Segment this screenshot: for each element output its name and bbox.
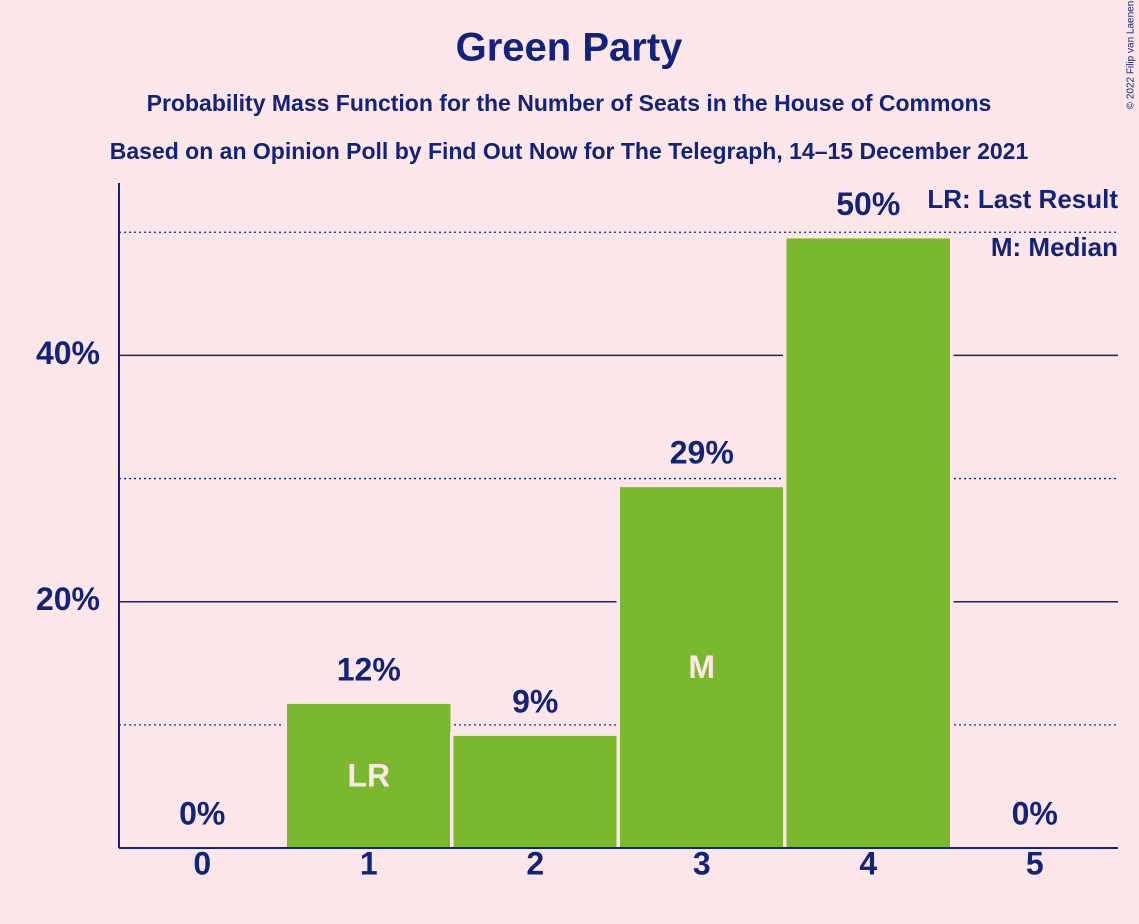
- chart-subtitle: Probability Mass Function for the Number…: [147, 90, 992, 116]
- y-tick-label: 20%: [36, 581, 100, 617]
- value-label: 9%: [512, 683, 558, 719]
- x-tick-label: 0: [193, 845, 211, 881]
- x-tick-label: 4: [859, 845, 877, 881]
- bar-marker: LR: [347, 757, 390, 793]
- value-label: 0%: [179, 795, 225, 831]
- chart-title: Green Party: [456, 26, 684, 70]
- bar-marker: M: [688, 649, 715, 685]
- value-label: 50%: [836, 186, 900, 222]
- value-label: 12%: [337, 651, 401, 687]
- x-tick-label: 2: [526, 845, 544, 881]
- legend-entry: M: Median: [991, 232, 1118, 262]
- value-label: 0%: [1012, 795, 1058, 831]
- chart-subtitle: Based on an Opinion Poll by Find Out Now…: [110, 138, 1029, 164]
- bar: [453, 735, 617, 848]
- bar: [786, 238, 950, 848]
- legend-entry: LR: Last Result: [927, 184, 1118, 214]
- bar: [287, 703, 451, 848]
- value-label: 29%: [670, 435, 734, 471]
- x-tick-label: 3: [693, 845, 711, 881]
- y-tick-label: 40%: [36, 335, 100, 371]
- copyright: © 2022 Filip van Laenen: [1126, 1, 1137, 110]
- x-tick-label: 5: [1026, 845, 1044, 881]
- x-tick-label: 1: [360, 845, 378, 881]
- bar: [620, 487, 784, 848]
